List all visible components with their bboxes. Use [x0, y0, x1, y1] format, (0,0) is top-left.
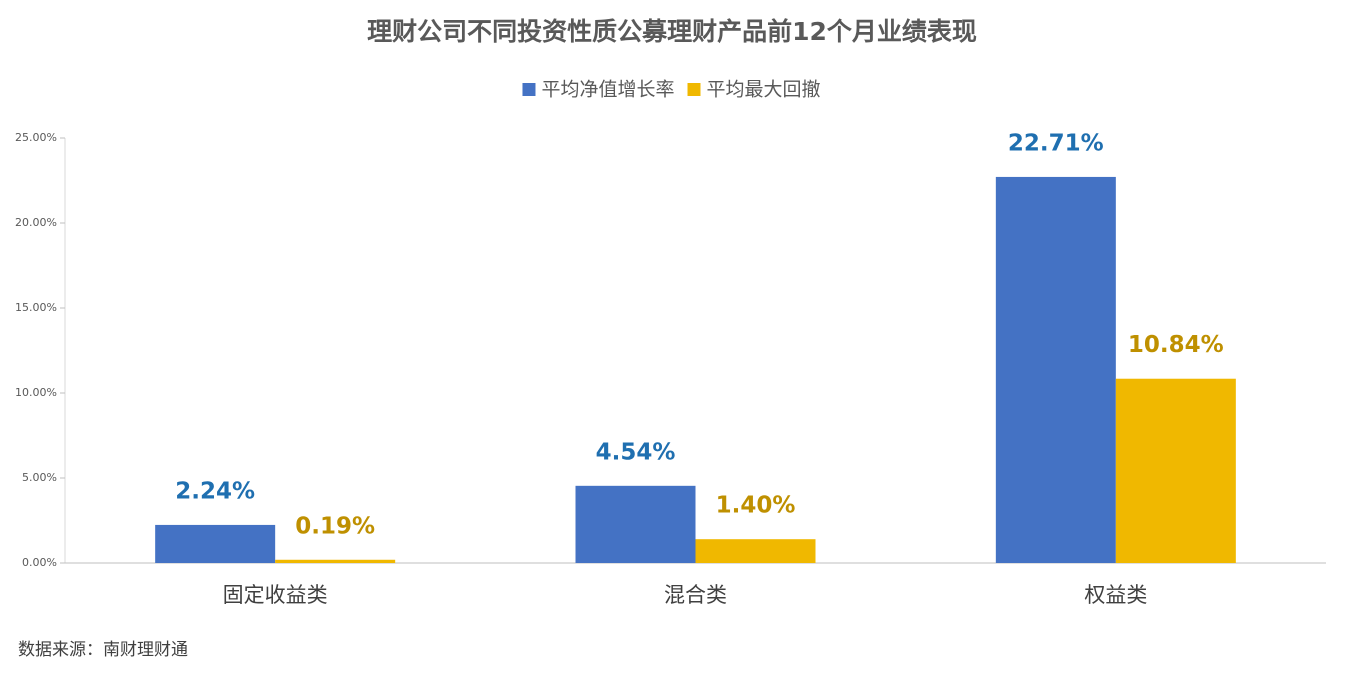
- legend-label: 平均净值增长率: [541, 79, 674, 101]
- bar: [575, 485, 696, 563]
- y-tick-label: 20.00%: [15, 216, 57, 229]
- bar: [1115, 378, 1236, 563]
- value-label: 0.19%: [295, 513, 375, 539]
- value-label: 22.71%: [1008, 130, 1104, 156]
- value-label: 10.84%: [1128, 332, 1224, 358]
- bar: [155, 524, 276, 563]
- source-note: 数据来源：南财理财通: [18, 640, 188, 660]
- chart-title: 理财公司不同投资性质公募理财产品前12个月业绩表现: [367, 17, 977, 46]
- value-label: 1.40%: [716, 493, 796, 519]
- y-tick-label: 10.00%: [15, 386, 57, 399]
- y-tick-label: 0.00%: [22, 556, 57, 569]
- bar: [275, 559, 396, 563]
- x-tick-label: 权益类: [1084, 583, 1147, 607]
- x-tick-label: 混合类: [664, 583, 727, 607]
- value-label: 4.54%: [596, 439, 676, 465]
- legend-swatch: [687, 83, 701, 96]
- value-label: 2.24%: [175, 478, 255, 504]
- x-tick-label: 固定收益类: [223, 583, 328, 607]
- bar: [695, 539, 816, 563]
- y-tick-label: 25.00%: [15, 131, 57, 144]
- y-tick-label: 15.00%: [15, 301, 57, 314]
- legend-label: 平均最大回撤: [707, 79, 821, 101]
- legend-swatch: [522, 83, 536, 96]
- y-tick-label: 5.00%: [22, 471, 57, 484]
- bar: [995, 176, 1116, 563]
